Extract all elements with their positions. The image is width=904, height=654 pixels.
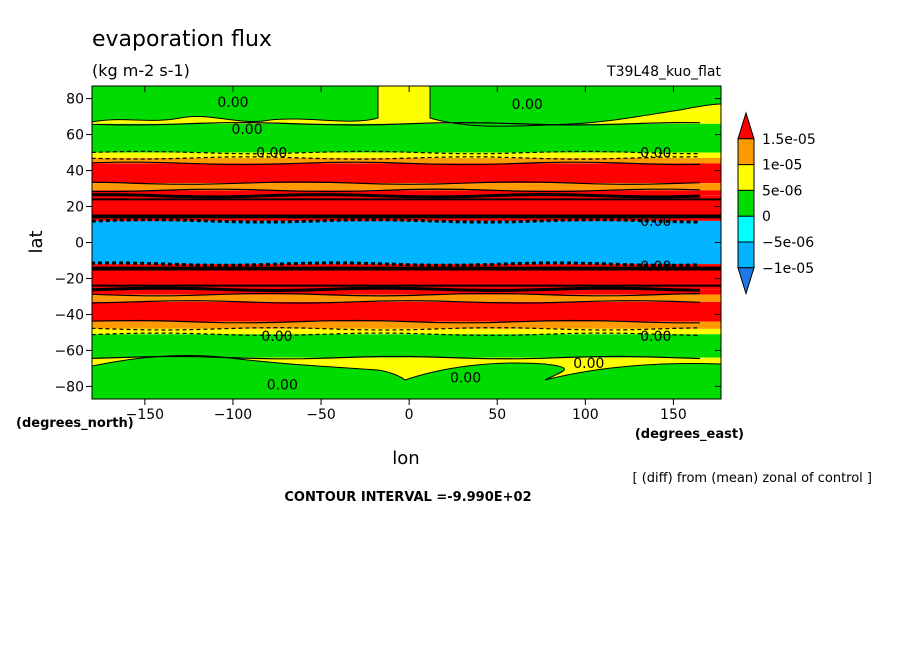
contour-line-3: [92, 161, 700, 166]
arctic-green-blob-west: [92, 86, 379, 123]
x-tick-label-6: 150: [660, 407, 687, 423]
band-5: [92, 183, 721, 191]
colorbar-label-2: 5e-06: [762, 183, 802, 199]
x-axis: −150 −100 −50 0 50 100 150: [126, 86, 687, 423]
contour-line-0: [92, 121, 700, 126]
colorbar-segment-0: [737, 111, 755, 140]
colorbar-segment-4: [737, 215, 755, 243]
contour-line-4: [92, 181, 700, 185]
plot-area: 0.00 0.00 0.00 0.00 0.00 0.00 0.00 0.00 0.00 0.00…: [92, 86, 721, 399]
band-12: [92, 301, 721, 322]
band-2: [92, 152, 721, 158]
contour-line-15: [92, 355, 700, 360]
y-axis: −80 −60 −40 −20 0 20 40 60 80: [54, 92, 721, 395]
contour-line-2: [92, 156, 700, 160]
contour-line-7: [92, 218, 700, 224]
contour-line-5: [92, 188, 700, 193]
x-tick-label-1: −100: [214, 407, 252, 423]
contour-label-2: 0.00: [231, 122, 262, 138]
contour-label-5: 0.00: [640, 214, 671, 230]
band-13: [92, 321, 721, 329]
contour-blobs: [92, 86, 721, 399]
colorbar-label-0: 1.5e-05: [762, 132, 816, 148]
contour-label-3: 0.00: [256, 146, 287, 162]
contour-line-11: [92, 300, 700, 304]
colorbar-segment-1: [737, 138, 755, 166]
contour-label-9: 0.00: [450, 370, 481, 386]
y-axis-label: lat: [26, 230, 47, 253]
contour-line-8: [92, 261, 700, 267]
contour-label-10: 0.00: [267, 378, 298, 394]
chart-title: evaporation flux: [92, 27, 272, 52]
contour-label-6: 0.00: [640, 259, 671, 275]
y-tick-label-3: −20: [54, 271, 84, 287]
colorbar-segment-2: [737, 164, 755, 191]
x-tick-label-0: −150: [126, 407, 164, 423]
colorbar: 1.5e-05 1e-05 5e-06 0 −5e-06 −1e-05: [737, 111, 816, 296]
band-8: [92, 220, 721, 265]
band-4: [92, 163, 721, 184]
contour-line-14: [92, 332, 700, 337]
contour-label-11: 0.00: [261, 329, 292, 345]
contour-line-10: [92, 292, 700, 297]
y-tick-label-4: 0: [75, 236, 84, 252]
colorbar-segment-6: [737, 267, 755, 296]
y-units-label: (degrees_north): [16, 416, 134, 431]
diff-note: [ (diff) from (mean) zonal of control ]: [633, 471, 872, 486]
x-tick-label-2: −50: [306, 407, 336, 423]
y-tick-label-6: 40: [66, 164, 84, 180]
x-units-label: (degrees_east): [635, 427, 744, 442]
contour-line-9: [92, 286, 700, 293]
experiment-label: T39L48_kuo_flat: [606, 64, 721, 80]
colorbar-segment-5: [737, 241, 755, 269]
band-10: [92, 289, 721, 295]
contour-labels: 0.00 0.00 0.00 0.00 0.00 0.00 0.00 0.00 0.00 0.00…: [217, 95, 671, 393]
chart-subtitle: (kg m-2 s-1): [92, 61, 190, 80]
band-11: [92, 294, 721, 302]
contour-lines: [92, 121, 721, 360]
y-tick-label-2: −40: [54, 307, 84, 323]
arctic-green-blob-east: [429, 86, 721, 127]
contour-label-7: 0.00: [640, 329, 671, 345]
contour-label-4: 0.00: [640, 146, 671, 162]
y-tick-label-7: 60: [66, 128, 84, 144]
filled-bands: [92, 86, 721, 399]
colorbar-segment-3: [737, 189, 755, 217]
y-tick-label-0: −80: [54, 379, 84, 395]
band-6: [92, 190, 721, 196]
band-3: [92, 157, 721, 164]
band-15: [92, 334, 721, 358]
colorbar-label-5: −1e-05: [762, 261, 814, 277]
band-14: [92, 328, 721, 335]
contour-interval-label: CONTOUR INTERVAL =-9.990E+02: [284, 490, 531, 505]
x-tick-label-5: 100: [572, 407, 599, 423]
contour-line-13: [92, 326, 700, 331]
y-tick-label-8: 80: [66, 92, 84, 108]
colorbar-label-4: −5e-06: [762, 235, 814, 251]
contour-line-1: [92, 150, 700, 155]
colorbar-label-3: 0: [762, 209, 771, 225]
x-axis-label: lon: [392, 448, 419, 469]
contour-line-12: [92, 319, 700, 324]
y-tick-label-5: 20: [66, 200, 84, 216]
x-tick-label-4: 50: [488, 407, 506, 423]
contour-label-1: 0.00: [512, 97, 543, 113]
contour-label-0: 0.00: [217, 95, 248, 111]
colorbar-label-1: 1e-05: [762, 158, 802, 174]
y-tick-label-1: −60: [54, 343, 84, 359]
contour-line-6: [92, 192, 700, 199]
x-tick-label-3: 0: [405, 407, 414, 423]
band-1: [92, 123, 721, 153]
contour-label-8: 0.00: [573, 356, 604, 372]
